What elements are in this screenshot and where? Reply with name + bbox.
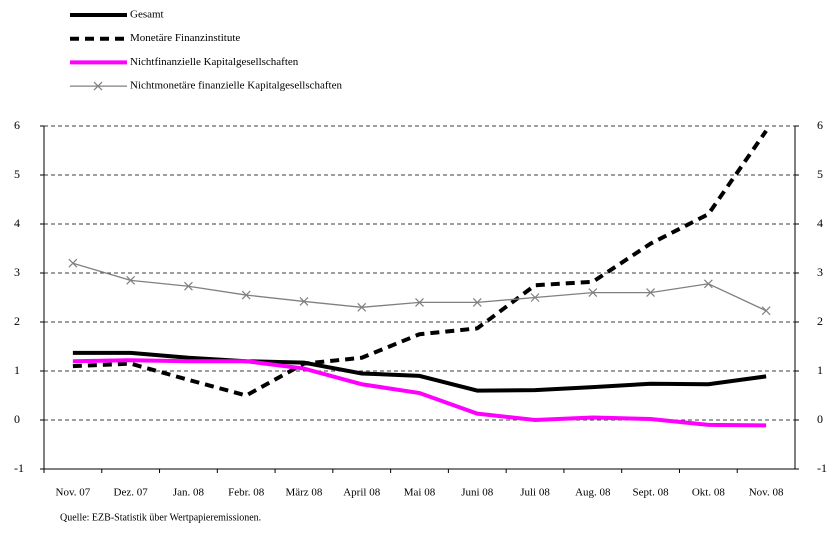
- marker: [761, 306, 771, 316]
- y-tick-label: 5: [14, 167, 20, 181]
- y2-tick-label: 2: [817, 314, 823, 328]
- marker: [415, 297, 424, 307]
- y2-tick-label: 3: [817, 265, 823, 279]
- marker: [183, 281, 193, 291]
- marker: [703, 279, 713, 289]
- y2-tick-label: 4: [817, 216, 823, 230]
- y-tick-label: 4: [14, 216, 20, 230]
- y-tick-label: 6: [14, 118, 20, 132]
- marker: [299, 296, 309, 306]
- y2-tick-label: 1: [817, 363, 823, 377]
- x-tick-label: Aug. 08: [575, 487, 611, 499]
- x-tick-label: April 08: [343, 487, 380, 499]
- series-line: [72, 350, 767, 393]
- marker: [68, 258, 78, 268]
- x-tick-label: März 08: [285, 487, 322, 499]
- marker: [357, 302, 367, 312]
- x-tick-label: Dez. 07: [114, 487, 149, 499]
- x-tick-label: Juni 08: [461, 487, 494, 499]
- y2-tick-label: -1: [817, 461, 827, 475]
- legend-label: Nichtfinanzielle Kapitalgesellschaften: [130, 56, 299, 68]
- y2-tick-label: 0: [817, 412, 823, 426]
- x-tick-label: Sept. 08: [633, 487, 670, 499]
- legend-label: Gesamt: [130, 9, 164, 21]
- marker: [472, 297, 482, 307]
- marker: [241, 290, 251, 300]
- marker: [126, 275, 136, 285]
- x-tick-label: Nov. 08: [749, 487, 784, 499]
- y2-tick-label: 5: [817, 167, 823, 181]
- x-tick-label: Okt. 08: [692, 487, 726, 499]
- x-tick-label: Febr. 08: [228, 487, 265, 499]
- series-line: [72, 129, 768, 398]
- x-tick-label: Nov. 07: [56, 487, 91, 499]
- series-line: [72, 262, 767, 312]
- y2-tick-label: 6: [817, 118, 823, 132]
- legend-label: Monetäre Finanzinstitute: [130, 32, 240, 44]
- y-tick-label: 1: [14, 363, 20, 377]
- x-tick-label: Juli 08: [520, 487, 550, 499]
- legend-marker: [93, 81, 103, 91]
- y-tick-label: 3: [14, 265, 20, 279]
- y-tick-label: 2: [14, 314, 20, 328]
- marker: [646, 288, 656, 298]
- series-line: [72, 358, 767, 428]
- x-tick-label: Mai 08: [404, 487, 436, 499]
- y-tick-label: -1: [14, 461, 24, 475]
- legend-label: Nichtmonetäre finanzielle Kapitalgesells…: [130, 80, 342, 92]
- y-tick-label: 0: [14, 412, 20, 426]
- marker: [588, 288, 598, 298]
- source-note: Quelle: EZB-Statistik über Wertpapieremi…: [60, 512, 261, 523]
- marker: [530, 293, 540, 302]
- x-tick-label: Jan. 08: [173, 487, 205, 499]
